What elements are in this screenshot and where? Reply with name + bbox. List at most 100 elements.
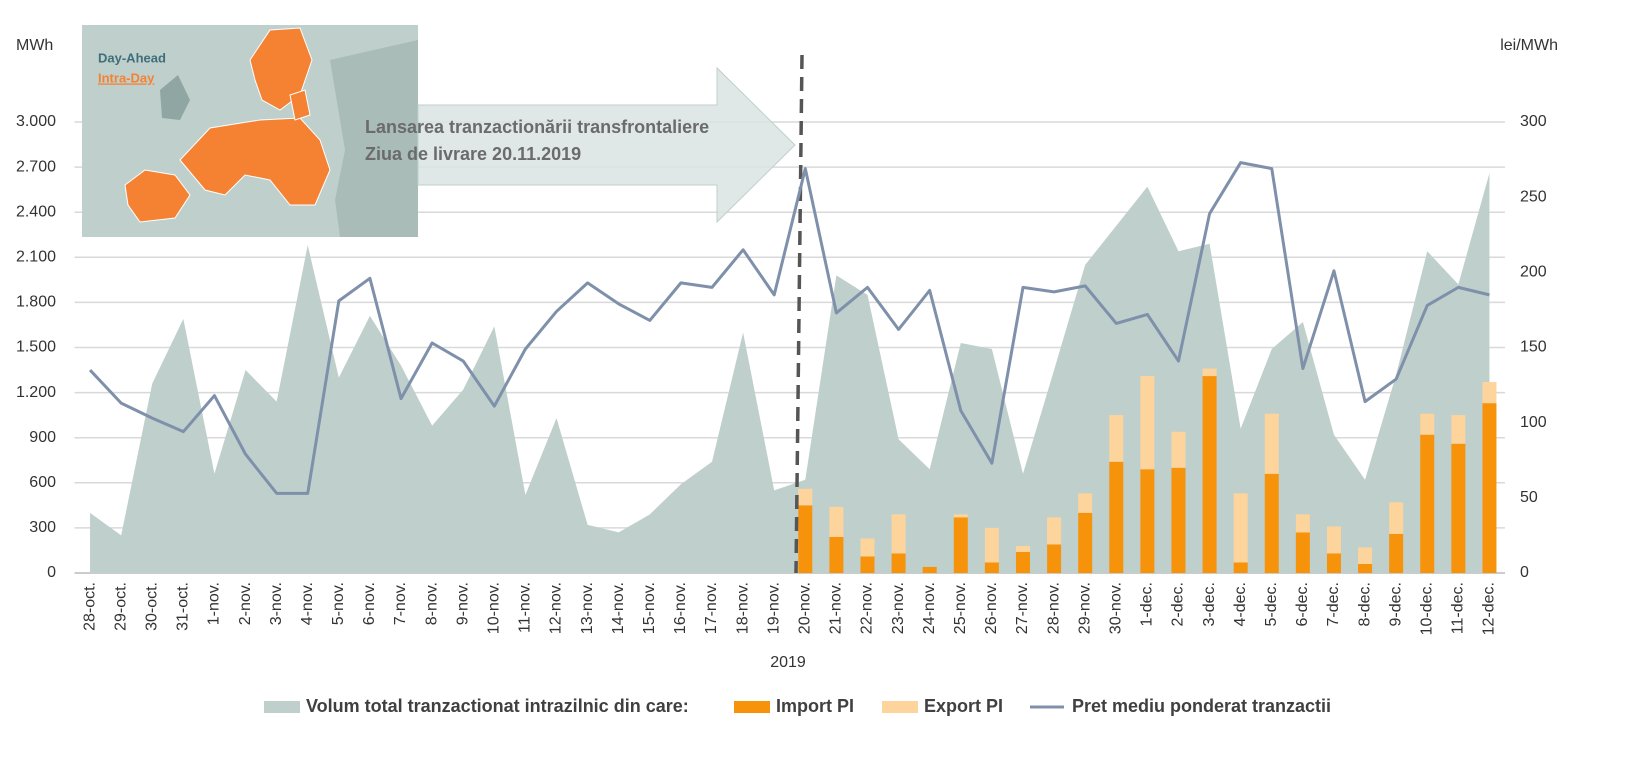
- map-region: [179, 117, 331, 206]
- bar: [798, 505, 813, 573]
- bar: [1078, 493, 1093, 513]
- x-tick-label: 1-dec.: [1139, 582, 1156, 626]
- bar: [1171, 431, 1186, 468]
- bar: [829, 506, 844, 537]
- x-tick-label: 6-dec.: [1294, 582, 1311, 626]
- bar: [1140, 469, 1155, 573]
- x-tick-label: 12-dec.: [1481, 582, 1498, 635]
- bar: [1451, 443, 1466, 573]
- bar: [1482, 382, 1497, 404]
- x-tick-label: 13-nov.: [579, 582, 596, 634]
- bar: [1326, 553, 1341, 573]
- bar: [1389, 533, 1404, 573]
- y-tick-label: 3.000: [16, 113, 56, 130]
- y-tick-label: 600: [29, 474, 56, 491]
- area: [90, 173, 1490, 573]
- legend-label: Import PI: [776, 696, 854, 716]
- y-tick-label: 2.700: [16, 158, 56, 175]
- x-tick-label: 11-nov.: [517, 582, 534, 633]
- x-tick-label: 30-oct.: [143, 582, 160, 631]
- y2-axis-label: lei/MWh: [1500, 37, 1558, 54]
- y-axis-label: MWh: [16, 37, 53, 54]
- x-tick-label: 12-nov.: [548, 582, 565, 634]
- legend-swatch: [734, 701, 770, 713]
- x-tick-label: 21-nov.: [828, 582, 845, 634]
- bar: [1264, 473, 1279, 573]
- x-tick-label: 18-nov.: [734, 582, 751, 634]
- map-inset: Day-Ahead Intra-Day: [82, 25, 418, 237]
- bar: [1295, 514, 1310, 533]
- bar: [984, 562, 999, 573]
- bar: [798, 488, 813, 506]
- x-tick-label: 9-dec.: [1387, 582, 1404, 626]
- bar: [1233, 493, 1248, 563]
- bar: [1109, 461, 1124, 573]
- bar: [1171, 467, 1186, 573]
- x-tick-label: 8-nov.: [423, 582, 440, 625]
- legend-label: Volum total tranzactionat intrazilnic di…: [306, 696, 689, 716]
- x-tick-label: 30-nov.: [1107, 582, 1124, 634]
- x-tick-label: 6-nov.: [361, 582, 378, 625]
- x-tick-label: 25-nov.: [952, 582, 969, 634]
- x-tick-label: 14-nov.: [610, 582, 627, 634]
- y-tick-label: 0: [47, 564, 56, 581]
- x-tick-label: 17-nov.: [703, 582, 720, 634]
- bar: [953, 517, 968, 573]
- bar: [1482, 403, 1497, 573]
- bar: [1078, 512, 1093, 573]
- bar: [1015, 545, 1030, 552]
- line: [88, 161, 1490, 495]
- x-tick-label: 7-nov.: [392, 582, 409, 625]
- legend-label: Export PI: [924, 696, 1003, 716]
- bar: [891, 514, 906, 554]
- bar: [1047, 517, 1062, 545]
- x-tick-label: 1-nov.: [206, 582, 223, 625]
- bar: [891, 553, 906, 573]
- map-region: [289, 89, 311, 121]
- x-tick-label: 4-dec.: [1232, 582, 1249, 626]
- annotation: Ziua de livrare 20.11.2019: [365, 144, 581, 164]
- bar: [1295, 532, 1310, 573]
- legend-swatch: [882, 701, 918, 713]
- y-tick-label: 2.100: [16, 249, 56, 266]
- map-label: Intra-Day: [98, 70, 155, 85]
- map-land: [160, 75, 190, 120]
- map-region: [124, 169, 191, 223]
- x-tick-label: 28-nov.: [1045, 582, 1062, 634]
- y-tick-label: 300: [29, 519, 56, 536]
- bar: [1420, 413, 1435, 435]
- plot: [90, 173, 1497, 573]
- bar: [1109, 415, 1124, 462]
- y2-tick-label: 50: [1520, 489, 1538, 506]
- y2-tick-label: 150: [1520, 339, 1547, 356]
- bar: [922, 566, 937, 573]
- x-tick-label: 23-nov.: [890, 582, 907, 634]
- bar: [1202, 376, 1217, 573]
- y2-tick-label: 250: [1520, 188, 1547, 205]
- x-axis-label: 2019: [770, 654, 806, 671]
- bar: [860, 556, 875, 573]
- x-tick-label: 16-nov.: [672, 582, 689, 634]
- x-tick-label: 19-nov.: [765, 582, 782, 634]
- bar: [1358, 563, 1373, 573]
- x-tick-label: 29-nov.: [1076, 582, 1093, 634]
- x-tick-label: 5-dec.: [1263, 582, 1280, 626]
- legend-label: Pret mediu ponderat tranzactii: [1072, 696, 1331, 716]
- bar: [1233, 562, 1248, 573]
- bar: [860, 538, 875, 557]
- x-tick-label: 20-nov.: [797, 582, 814, 634]
- x-tick-label: 10-dec.: [1418, 582, 1435, 635]
- x-tick-label: 28-oct.: [81, 582, 98, 631]
- x-tick-label: 2-dec.: [1170, 582, 1187, 626]
- bar: [953, 514, 968, 518]
- x-tick-label: 9-nov.: [454, 582, 471, 625]
- x-tick-label: 7-dec.: [1325, 582, 1342, 626]
- x-tick-label: 11-dec.: [1450, 582, 1467, 634]
- x-tick-label: 24-nov.: [921, 582, 938, 634]
- annotation-arrow: [417, 66, 796, 224]
- bar: [1451, 415, 1466, 444]
- bar: [1264, 413, 1279, 474]
- bar: [1358, 547, 1373, 564]
- bar: [1140, 376, 1155, 470]
